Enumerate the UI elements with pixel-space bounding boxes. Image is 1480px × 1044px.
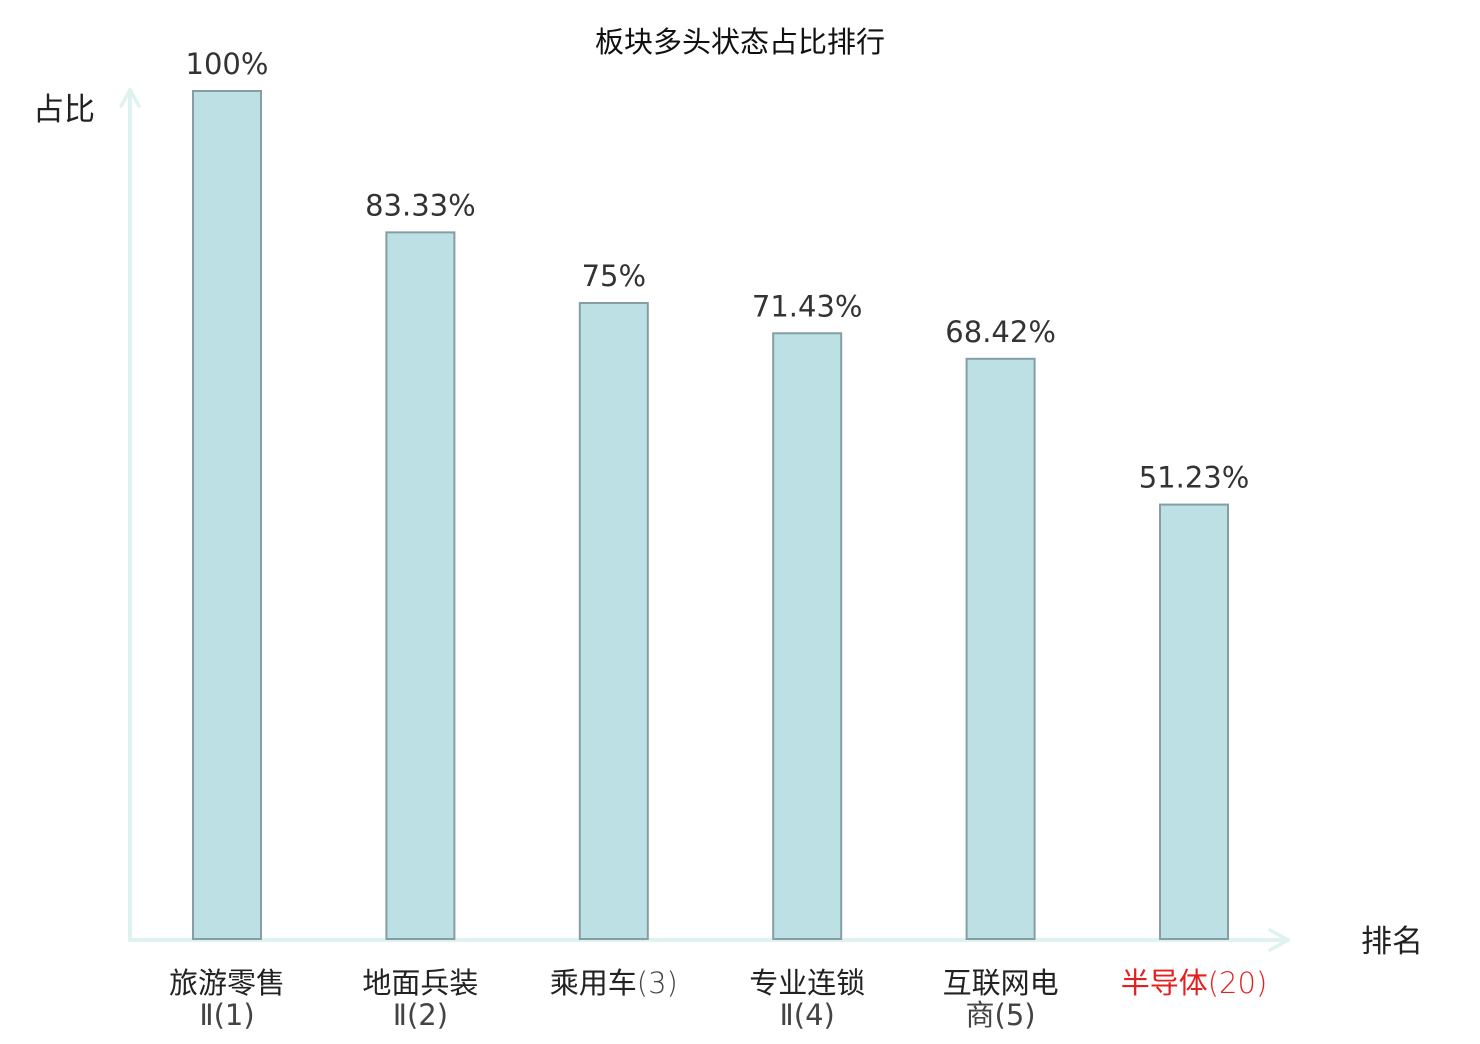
bar-value-label: 71.43% <box>752 289 863 323</box>
bar <box>192 90 262 940</box>
category-suffix: (20) <box>1208 966 1268 1000</box>
chart-title: 板块多头状态占比排行 <box>595 25 885 59</box>
bar-value-label: 100% <box>186 47 269 81</box>
category-label: 半导体(20) <box>1121 966 1268 1000</box>
category-suffix: Ⅱ(2) <box>393 998 448 1032</box>
category-label: 乘用车(3) <box>550 966 678 1000</box>
bar <box>385 231 456 941</box>
y-axis <box>119 88 141 942</box>
bar-value-label: 83.33% <box>365 188 476 222</box>
bar-value-label: 75% <box>582 259 646 293</box>
category-suffix: (3) <box>637 966 678 1000</box>
bar <box>965 357 1036 940</box>
category-name: 地面兵装 <box>362 966 478 1000</box>
x-axis-label: 排名 <box>1361 924 1423 960</box>
y-axis-label: 占比 <box>33 92 95 128</box>
category-name: 互联网电 <box>943 966 1059 1000</box>
value-labels-group: 100% 83.33% 75% 71.43% 68.42% 51.23% <box>186 47 1250 495</box>
category-name: 专业连锁 <box>749 966 865 1000</box>
category-suffix: Ⅱ(4) <box>780 998 835 1032</box>
category-name: 乘用车 <box>550 966 637 1000</box>
bar <box>1159 503 1229 940</box>
x-axis <box>128 928 1290 952</box>
category-suffix: Ⅱ(1) <box>199 998 254 1032</box>
category-name: 半导体 <box>1121 966 1208 1000</box>
category-suffix: 商(5) <box>966 998 1036 1032</box>
bar <box>578 302 649 940</box>
bar-value-label: 51.23% <box>1139 461 1250 495</box>
category-name: 旅游零售 <box>169 966 285 1000</box>
bar <box>772 332 843 940</box>
x-axis-arrow <box>1268 928 1290 952</box>
y-axis-arrow <box>119 88 141 108</box>
bar-value-label: 68.42% <box>945 315 1056 349</box>
bars-group <box>192 90 1229 941</box>
